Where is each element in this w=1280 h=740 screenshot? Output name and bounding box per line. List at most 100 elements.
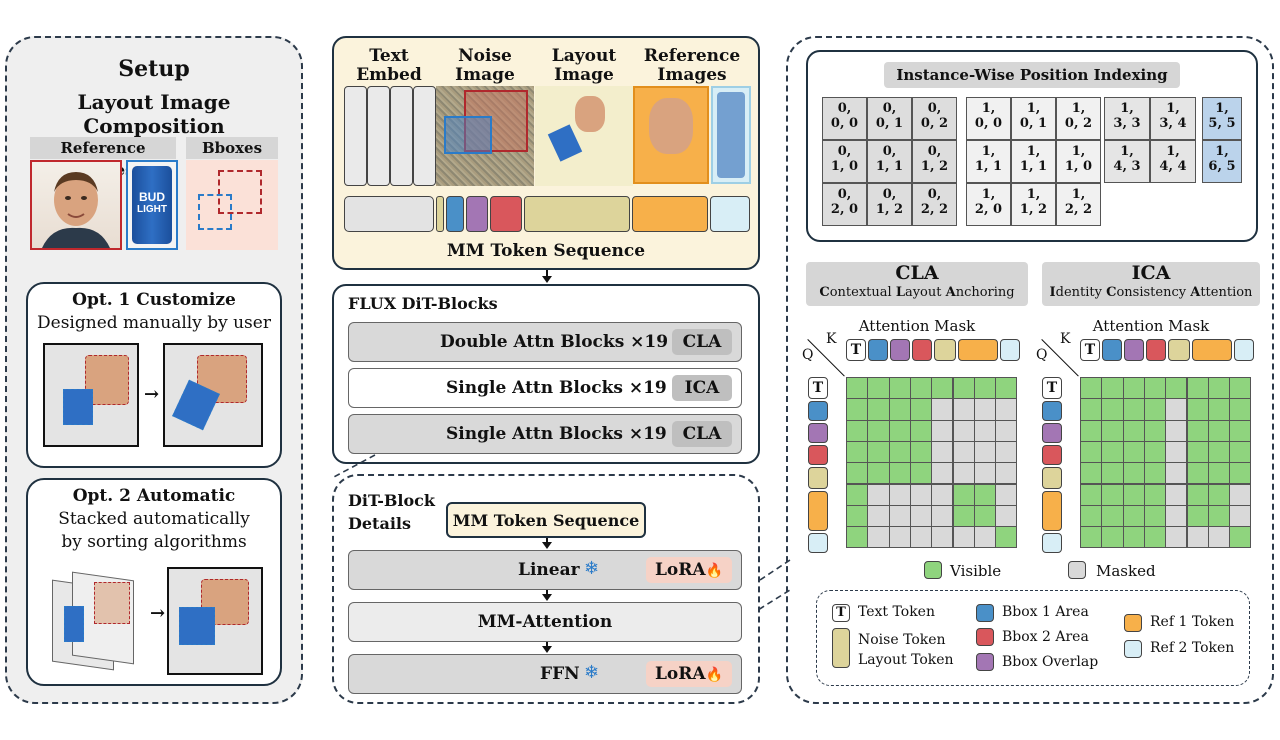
index-cell-line1: 1, bbox=[1215, 101, 1229, 116]
index-cell-line1: 1, bbox=[1026, 101, 1041, 116]
cla-mask-cell bbox=[846, 377, 869, 400]
col-reference-l1: Reference bbox=[643, 46, 741, 66]
double-attn-cla-tag: CLA bbox=[672, 329, 732, 355]
ica-mask-cell bbox=[1186, 440, 1209, 464]
ica-mask-cell bbox=[1101, 504, 1124, 528]
index-cell: 1, 4, 3 bbox=[1104, 140, 1150, 183]
cla-mask-cell bbox=[995, 440, 1018, 464]
ica-sub-i: I bbox=[1049, 285, 1056, 300]
ica-mask-cell bbox=[1229, 526, 1252, 549]
index-cell-line2: 0, 2 bbox=[1064, 116, 1093, 131]
cla-mask-cell bbox=[952, 504, 975, 528]
cla-mask-cell bbox=[931, 462, 954, 485]
ica-mask-cell bbox=[1122, 398, 1145, 421]
ffn-label: FFN bbox=[540, 664, 580, 684]
ica-sub-r1: dentity bbox=[1055, 285, 1107, 300]
opt2-desc-line2: by sorting algorithms bbox=[61, 532, 247, 552]
ica-mask-cell bbox=[1143, 440, 1167, 464]
index-cell-line1: 1, bbox=[1166, 144, 1180, 159]
ica-title: ICA bbox=[1131, 262, 1171, 284]
index-cell: 1, 3, 3 bbox=[1104, 97, 1150, 140]
ica-k-token: T bbox=[1080, 339, 1100, 361]
text-embed-stack bbox=[344, 86, 436, 186]
ica-mask-cell bbox=[1186, 483, 1209, 506]
cla-mask-cell bbox=[931, 440, 954, 464]
index-cell-line2: 1, 1 bbox=[875, 159, 904, 174]
ica-k-token bbox=[1102, 339, 1122, 361]
cla-q-token: T bbox=[808, 377, 828, 399]
cla-k-token bbox=[934, 339, 956, 361]
opt1-before-image bbox=[43, 343, 139, 447]
cla-q-token bbox=[808, 423, 828, 443]
ica-mask-cell bbox=[1080, 440, 1103, 464]
ica-mask-cell bbox=[1122, 440, 1145, 464]
ica-mask-cell bbox=[1207, 440, 1231, 464]
cla-mask-cell bbox=[846, 398, 869, 421]
linear-label: Linear bbox=[518, 560, 580, 580]
cla-k-token bbox=[868, 339, 888, 361]
ica-mask-cell bbox=[1186, 504, 1209, 528]
ica-mask-cell bbox=[1186, 419, 1209, 442]
ica-mask-cell bbox=[1143, 483, 1167, 506]
legend-noise-token: Noise Token bbox=[858, 632, 946, 648]
token-seq-layout bbox=[524, 196, 630, 232]
flux-title: FLUX DiT-Blocks bbox=[348, 294, 498, 313]
index-cell: 1, 0, 0 bbox=[966, 97, 1011, 140]
col-reference-l2: Images bbox=[657, 65, 727, 85]
lora-label: LoRA bbox=[654, 560, 706, 580]
cla-q-token bbox=[808, 401, 828, 421]
cla-mask-cell bbox=[888, 526, 911, 549]
cla-mask-cell bbox=[952, 440, 975, 464]
index-cell-line2: 2, 2 bbox=[920, 202, 949, 217]
index-cell-line1: 1, bbox=[981, 101, 996, 116]
index-cell-line1: 1, bbox=[981, 187, 996, 202]
opt2-result-image bbox=[167, 567, 263, 675]
ica-mask-cell bbox=[1080, 483, 1103, 506]
cla-mask-cell bbox=[931, 483, 954, 506]
cla-q-label: Q bbox=[802, 347, 814, 363]
ica-q-token bbox=[1042, 467, 1062, 489]
opt1-title: Opt. 1 Customize bbox=[72, 290, 236, 310]
ica-mask-cell bbox=[1229, 483, 1252, 506]
ica-q-token bbox=[1042, 491, 1062, 531]
cla-mask-cell bbox=[952, 462, 975, 485]
opt2-stack-image bbox=[48, 570, 150, 671]
ica-q-label: Q bbox=[1036, 347, 1048, 363]
cla-mask-cell bbox=[888, 504, 911, 528]
ica-mask-cell bbox=[1229, 440, 1252, 464]
ica-mask-cell bbox=[1186, 462, 1209, 485]
cla-mask-cell bbox=[846, 419, 869, 442]
legend-layout-token: Layout Token bbox=[858, 652, 954, 668]
cla-mask-cell bbox=[909, 462, 933, 485]
cla-title: CLA bbox=[895, 262, 939, 284]
ica-mask-cell bbox=[1101, 462, 1124, 485]
col-layout-l2: Image bbox=[554, 65, 614, 85]
cla-sub-r1: ontextual bbox=[829, 285, 896, 300]
index-cell-line1: 1, bbox=[1166, 101, 1180, 116]
cla-k-token bbox=[912, 339, 932, 361]
cla-q-token bbox=[808, 445, 828, 465]
ica-mask-cell bbox=[1229, 462, 1252, 485]
legend-bbox1: Bbox 1 Area bbox=[1002, 604, 1089, 620]
index-cell-line2: 0, 1 bbox=[875, 116, 904, 131]
index-cell: 1, 4, 4 bbox=[1150, 140, 1196, 183]
ffn-lora-tag: LoRA🔥 bbox=[646, 661, 732, 687]
index-cell-line2: 0, 1 bbox=[1019, 116, 1048, 131]
index-cell-line1: 0, bbox=[927, 144, 942, 159]
ica-mask-cell bbox=[1101, 526, 1124, 549]
cla-mask-cell bbox=[867, 419, 890, 442]
col-noise-l1: Noise bbox=[458, 46, 512, 66]
cla-mask-cell bbox=[973, 504, 997, 528]
ica-mask-cell bbox=[1143, 504, 1167, 528]
cla-subtitle: Contextual Layout Anchoring bbox=[806, 285, 1028, 300]
cla-sub-a: A bbox=[945, 285, 956, 300]
token-seq-ref1 bbox=[632, 196, 708, 232]
ica-mask-cell bbox=[1101, 483, 1124, 506]
index-cell-line2: 1, 2 bbox=[920, 159, 949, 174]
ica-mask-cell bbox=[1207, 526, 1231, 549]
cla-mask-cell bbox=[867, 504, 890, 528]
token-legend bbox=[816, 590, 1250, 686]
visible-swatch bbox=[924, 561, 942, 579]
cla-mask-cell bbox=[888, 483, 911, 506]
cla-mask-cell bbox=[973, 483, 997, 506]
